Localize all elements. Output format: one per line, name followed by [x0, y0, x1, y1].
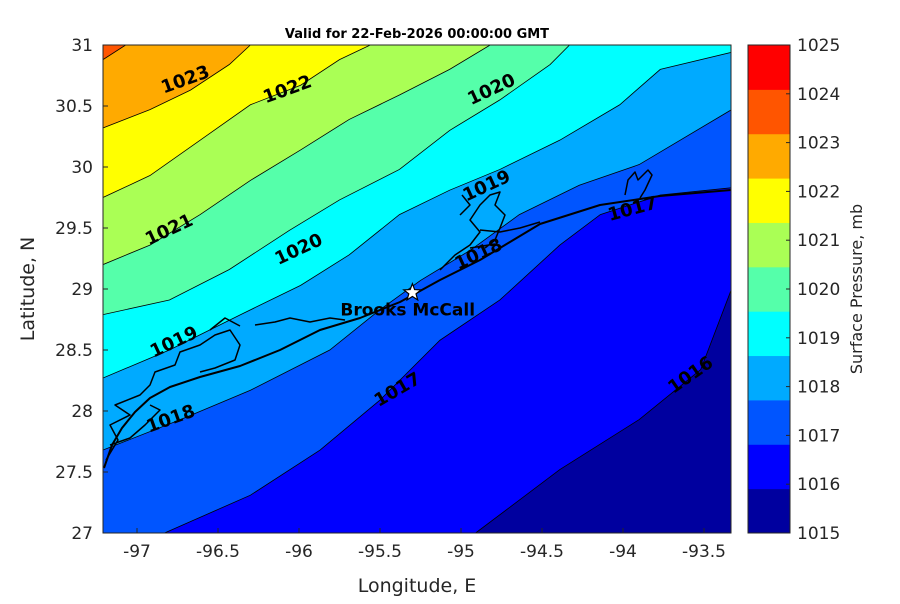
colorbar-band — [748, 222, 790, 268]
y-tick-label: 28 — [71, 402, 93, 422]
contour-line-1016 — [475, 289, 731, 533]
y-tick-label: 28.5 — [55, 341, 93, 361]
marker-label: Brooks McCall — [340, 301, 475, 321]
contour-line-1022 — [103, 45, 371, 198]
y-tick-label: 31 — [71, 36, 93, 56]
colorbar-tick-label: 1025 — [797, 36, 840, 56]
contour-line-1017 — [164, 187, 731, 533]
coastline-main — [103, 189, 731, 469]
contour-line-1024 — [103, 45, 126, 60]
y-tick-label: 29 — [71, 280, 93, 300]
chart-title: Valid for 22-Feb-2026 00:00:00 GMT — [285, 27, 549, 42]
colorbar-tick-label: 1019 — [797, 329, 840, 349]
colorbar-tick-label: 1015 — [797, 524, 840, 544]
contour-line-1023 — [103, 45, 251, 129]
colorbar-band — [748, 45, 790, 90]
x-tick-label: -95 — [447, 542, 475, 562]
colorbar: 1015 1016 1017 1018 1019 1020 1021 1022 1023 1024… — [747, 36, 840, 544]
colorbar-band — [748, 399, 790, 445]
colorbar-band — [748, 355, 790, 401]
colorbar-band — [748, 266, 790, 312]
star-icon — [402, 281, 423, 302]
colorbar-tick-label: 1021 — [797, 231, 840, 251]
contour-fill-1023 — [103, 45, 251, 128]
coastline-bays — [105, 169, 653, 461]
x-tick-label: -93.5 — [682, 542, 726, 562]
y-tick-label: 30 — [71, 158, 93, 178]
colorbar-tick-label: 1017 — [797, 426, 840, 446]
x-tick-label: -96.5 — [196, 542, 240, 562]
y-axis-label: Latitude, N — [17, 237, 39, 342]
coastline — [103, 169, 731, 469]
x-axis-label: Longitude, E — [358, 575, 477, 597]
contour-line-1018 — [103, 109, 731, 451]
x-tick-label: -97 — [123, 542, 151, 562]
x-tick-label: -94 — [609, 542, 637, 562]
colorbar-band — [748, 89, 790, 135]
colorbar-tick-label: 1018 — [797, 378, 840, 398]
colorbar-tick-label: 1016 — [797, 475, 840, 495]
colorbar-band — [748, 178, 790, 223]
y-tick-label: 27 — [71, 524, 93, 544]
colorbar-band — [748, 444, 790, 490]
colorbar-band — [748, 311, 790, 357]
x-tick-label: -96 — [285, 542, 313, 562]
brooks-mccall-marker: Brooks McCall — [340, 281, 475, 321]
y-tick-label: 30.5 — [55, 97, 93, 117]
colorbar-tick-label: 1022 — [797, 182, 840, 202]
y-tick-label: 29.5 — [55, 219, 93, 239]
colorbar-band — [748, 133, 790, 179]
contour-line-1020 — [103, 45, 570, 316]
x-tick-label: -95.5 — [358, 542, 402, 562]
colorbar-tick-label: 1024 — [797, 85, 840, 105]
y-tick-label: 27.5 — [55, 463, 93, 483]
colorbar-label: Surface Pressure, mb — [847, 204, 866, 374]
colorbar-tick-label: 1023 — [797, 134, 840, 154]
colorbar-band — [748, 488, 790, 534]
contour-line-1021 — [103, 45, 491, 265]
x-tick-label: -94.5 — [520, 542, 564, 562]
colorbar-tick-label: 1020 — [797, 280, 840, 300]
